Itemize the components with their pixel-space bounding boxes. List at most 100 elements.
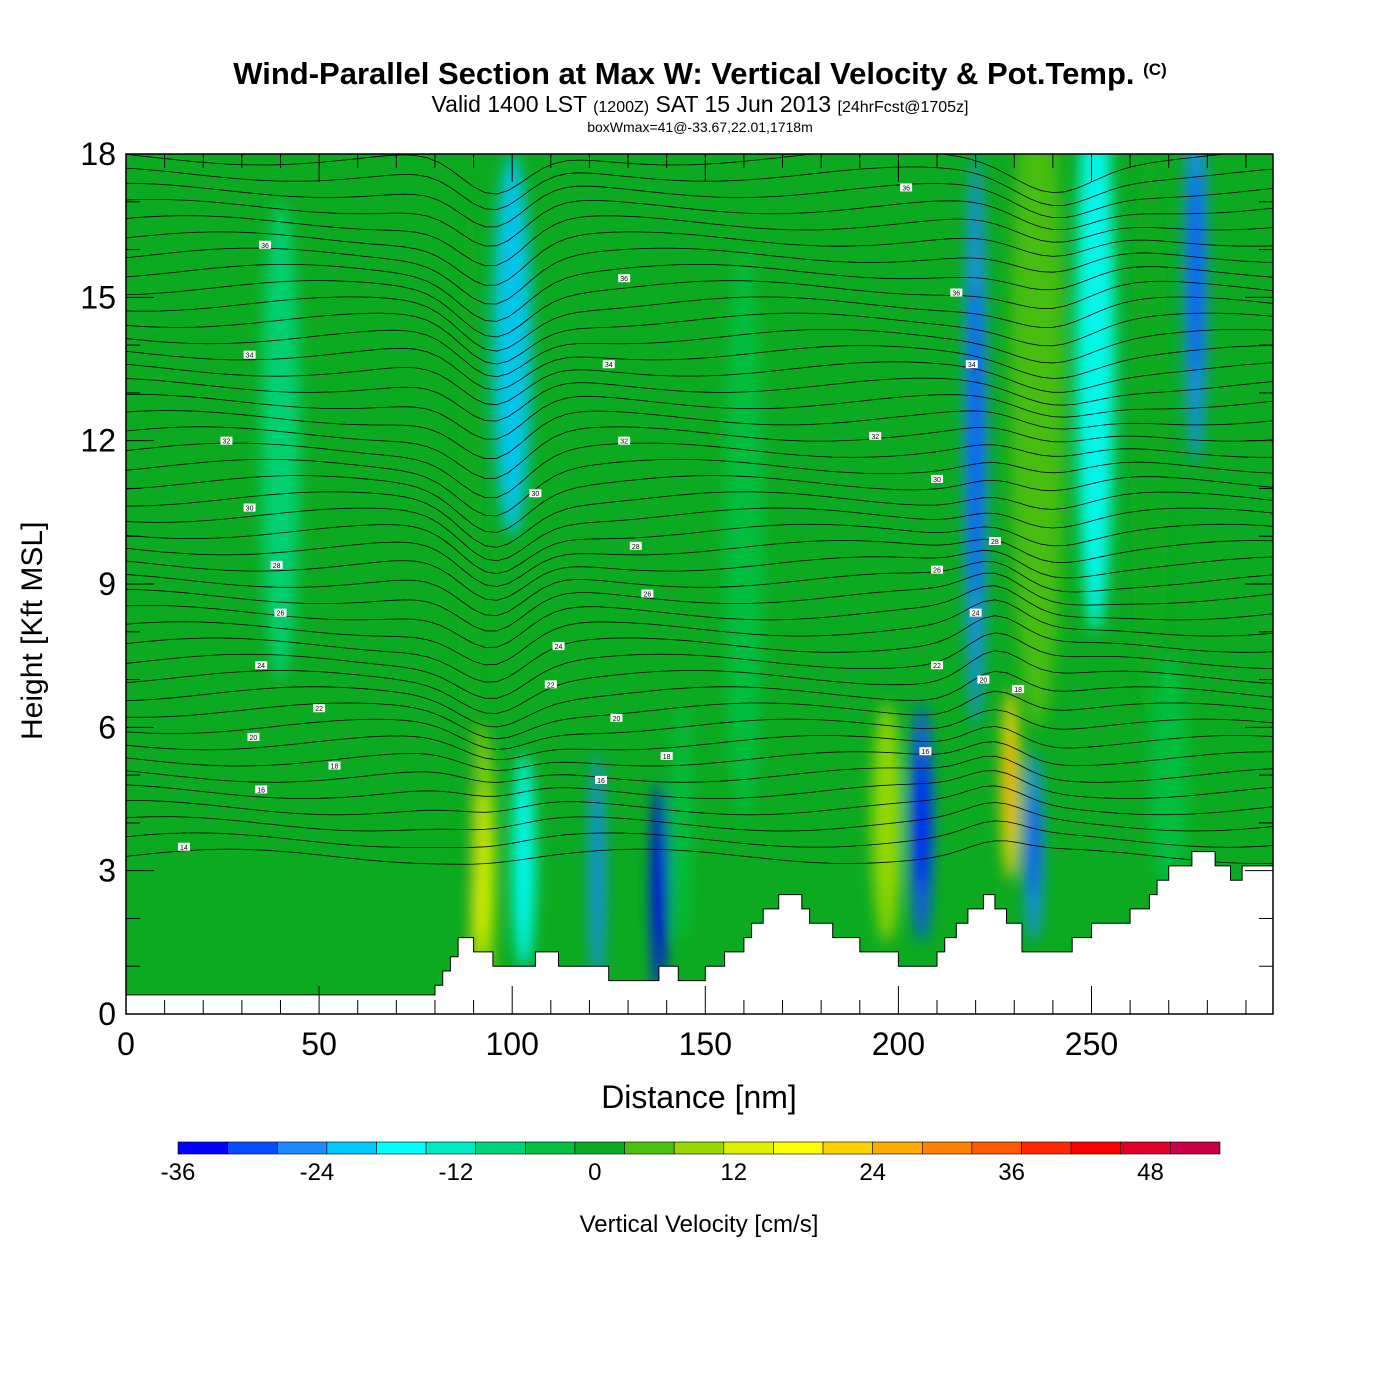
contour-label-bg — [618, 274, 631, 283]
isentrope-line — [126, 361, 1273, 406]
isentrope-line — [126, 312, 1273, 365]
colorbar-swatch — [177, 1141, 228, 1155]
contour-labels: 36 34 32 30 28 26 24 22 20 18 16 14 36 34 32 30 28 26 24 22… — [177, 183, 1025, 852]
contour-label-bg — [529, 489, 542, 498]
contour-label: 26 — [277, 611, 285, 618]
contour-label-bg — [610, 713, 623, 722]
colorbar-tick-label: 36 — [998, 1159, 1025, 1186]
colorbar-swatch — [971, 1141, 1022, 1155]
colorbar-swatch — [425, 1141, 477, 1155]
isentrope-line — [126, 491, 1273, 548]
contour-label: 36 — [261, 243, 269, 250]
isentrope-line — [126, 280, 1273, 338]
velocity-core — [1005, 732, 1016, 838]
contour-label: 34 — [968, 362, 976, 369]
colorbar-swatch — [1170, 1141, 1221, 1155]
colorbar-swatch — [376, 1141, 427, 1155]
contour-label-bg — [869, 431, 882, 440]
isentrope-line — [126, 770, 1273, 799]
colorbar-tick-label: 12 — [720, 1159, 747, 1186]
y-tick-label: 3 — [98, 853, 116, 889]
isentrope-line — [126, 215, 1273, 267]
velocity-feature — [672, 703, 692, 943]
contour-label: 16 — [257, 787, 265, 794]
colorbar-tick-label: -36 — [161, 1159, 196, 1186]
contour-label-bg — [328, 761, 341, 770]
isentrope-line — [126, 199, 1273, 247]
x-axis-label: Distance [nm] — [601, 1079, 797, 1115]
colorbar-swatch — [1120, 1141, 1171, 1155]
isentrope-line — [126, 393, 1273, 440]
contour-label: 16 — [597, 778, 605, 785]
isentrope-line — [126, 741, 1273, 771]
contour-label: 20 — [979, 678, 987, 685]
isentrope-line — [126, 154, 1232, 195]
y-tick-label: 6 — [98, 709, 116, 745]
contour-label: 18 — [663, 754, 671, 761]
isentrope-line — [126, 690, 1273, 740]
x-axis: 0 50 100 150 200 250 — [117, 154, 1247, 1062]
isentrope-line — [126, 458, 1273, 517]
isentrope-line — [126, 507, 1273, 562]
y-tick-label: 9 — [98, 566, 116, 602]
colorbar-swatch — [227, 1141, 278, 1155]
contour-label: 34 — [246, 353, 254, 360]
contour-label: 22 — [933, 663, 941, 670]
colorbar-swatch — [1070, 1141, 1122, 1155]
velocity-feature — [1010, 154, 1065, 728]
copyright-mark: (C) — [1143, 60, 1167, 79]
contour-label: 32 — [620, 439, 628, 446]
contour-label: 30 — [933, 477, 941, 484]
contour-label-bg — [552, 642, 565, 651]
colorbar: -36 -24 -12 0 12 24 36 48 — [161, 1141, 1221, 1186]
contour-label-bg — [270, 560, 283, 569]
contour-label: 22 — [547, 682, 555, 689]
contour-label: 30 — [531, 491, 539, 498]
contour-label-bg — [255, 785, 268, 794]
contour-label: 36 — [620, 276, 628, 283]
isentrope-line — [126, 329, 1273, 378]
contour-label-bg — [629, 541, 642, 550]
y-tick-label: 15 — [80, 279, 116, 315]
isentrope-line — [126, 549, 1273, 601]
velocity-core — [915, 757, 928, 889]
contour-label: 24 — [972, 611, 980, 618]
contour-label: 24 — [257, 663, 265, 670]
x-tick-label: 50 — [301, 1026, 337, 1062]
contour-label-bg — [931, 661, 944, 670]
velocity-feature — [458, 177, 482, 943]
colorbar-tick-label: -24 — [300, 1159, 335, 1186]
contour-label: 16 — [922, 749, 930, 756]
isentrope-line — [126, 572, 1273, 632]
velocity-core — [1028, 794, 1039, 900]
isentrope-line — [126, 264, 1273, 322]
contour-label-bg — [274, 608, 287, 617]
contour-label: 28 — [991, 539, 999, 546]
contour-label-bg — [977, 675, 990, 684]
colorbar-swatch — [475, 1141, 526, 1155]
isentrope-line — [126, 410, 1273, 460]
velocity-feature — [1149, 655, 1189, 895]
x-tick-label: 0 — [117, 1026, 135, 1062]
isentrope-line — [126, 523, 1273, 575]
terrain-mask — [126, 851, 1273, 1014]
velocity-feature — [512, 753, 536, 969]
x-tick-label: 250 — [1065, 1026, 1118, 1062]
colorbar-swatch — [822, 1141, 873, 1155]
colorbar-swatch — [921, 1141, 973, 1155]
y-tick-label: 12 — [80, 423, 116, 459]
contour-label: 26 — [643, 592, 651, 599]
contour-label-bg — [988, 537, 1001, 545]
colorbar-swatch — [276, 1141, 328, 1155]
contour-label-bg — [595, 775, 608, 784]
contour-label-bg — [255, 661, 268, 670]
colorbar-swatch — [723, 1141, 774, 1155]
isentrope-line — [126, 296, 1273, 352]
contour-label: 14 — [180, 845, 188, 852]
colorbar-swatch — [326, 1141, 377, 1155]
velocity-core — [1189, 168, 1202, 379]
isentrope-line — [126, 709, 1273, 750]
x-tick-label: 100 — [486, 1026, 539, 1062]
isentrope-line — [126, 538, 1273, 588]
colorbar-tick-label: 0 — [588, 1159, 601, 1186]
